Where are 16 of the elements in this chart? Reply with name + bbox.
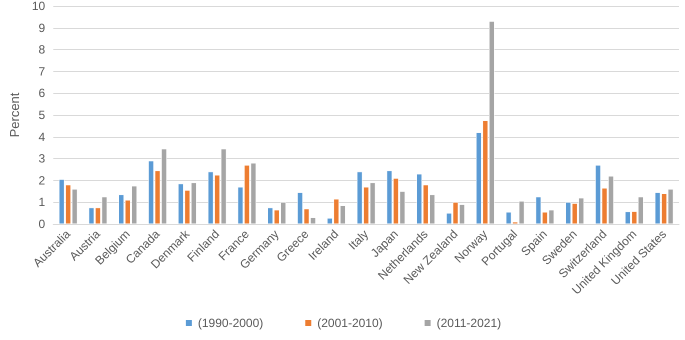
y-tick-label: 5	[38, 108, 46, 122]
x-tick-label: Italy	[346, 227, 372, 252]
y-tick-label: 9	[38, 20, 46, 35]
y-tick-label: 3	[38, 152, 46, 166]
y-tick-label: 6	[38, 86, 46, 100]
y-tick-label: 1	[38, 195, 46, 210]
legend-label: (2001-2010)	[317, 316, 383, 330]
y-tick-label: 2	[38, 173, 46, 188]
legend-label: (1990-2000)	[198, 316, 264, 330]
y-tick-label: 10	[32, 0, 46, 13]
y-axis-title: Percent	[7, 92, 22, 138]
y-tick-label: 0	[38, 217, 46, 231]
y-tick-label: 8	[38, 42, 46, 57]
y-tick-label: 7	[38, 64, 46, 78]
y-tick-label: 4	[38, 130, 46, 144]
legend-label: (2011-2021)	[436, 316, 502, 330]
